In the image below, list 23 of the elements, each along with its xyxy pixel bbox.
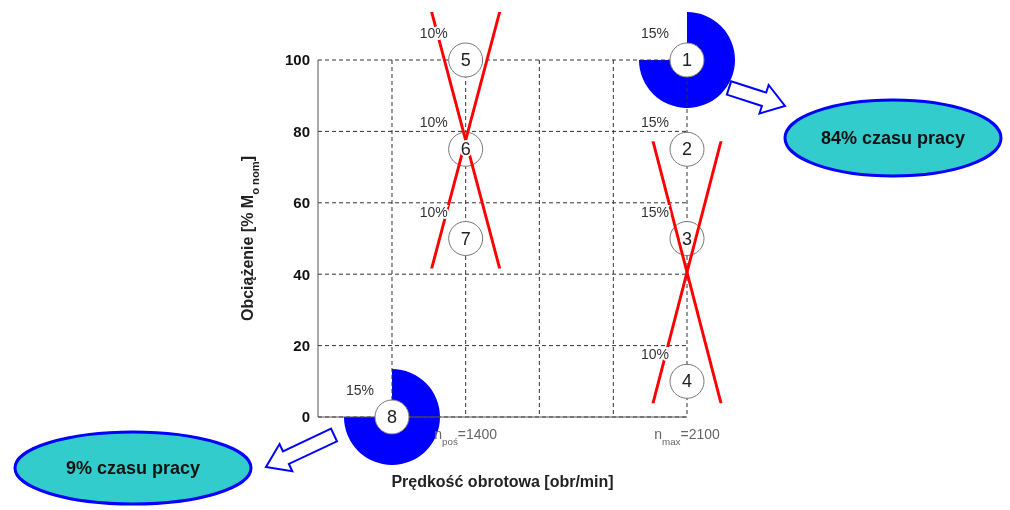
annotation: 15% <box>345 382 375 398</box>
annotation: 7 <box>460 228 471 249</box>
annotation: 5 <box>460 50 471 70</box>
x-axis-title: Prędkość obrotowa [obr/min] <box>391 473 614 490</box>
x-tick-label: n$_{max}$=2100 <box>654 426 721 447</box>
annotation: 15% <box>640 25 670 41</box>
annotation: 8 <box>386 407 397 427</box>
y-tick-label: 0 <box>301 408 310 426</box>
y-tick-label: 100 <box>284 51 310 69</box>
y-tick-label: 80 <box>293 122 310 140</box>
x-tick-label: n$_{poś}$=1400 <box>434 426 498 447</box>
y-tick-label: 40 <box>293 265 310 283</box>
text: 9% czasu pracy <box>65 458 201 478</box>
annotation: 2 <box>681 139 693 160</box>
annotation: 15% <box>640 114 670 131</box>
annotation: 15% <box>640 203 670 220</box>
y-tick-label: 20 <box>293 336 310 354</box>
text: 84% czasu pracy <box>820 128 966 148</box>
annotation: 4 <box>681 371 693 392</box>
annotation: 1 <box>681 50 693 70</box>
annotation: 3 <box>681 228 693 249</box>
annotation: 10% <box>419 114 448 131</box>
y-tick-label: 60 <box>293 194 310 212</box>
